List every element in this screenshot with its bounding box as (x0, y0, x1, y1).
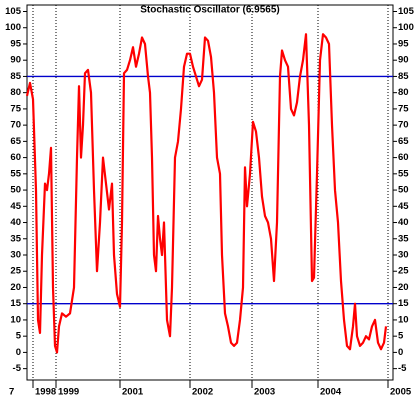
y2-tick-label: 65 (398, 136, 409, 147)
x-tick-label: 1999 (58, 387, 79, 398)
y-tick-label: 100 (5, 22, 21, 33)
x-tick-label: 1998 (35, 387, 56, 398)
y-tick-label: 50 (10, 185, 21, 196)
y-tick-label: -5 (13, 363, 22, 374)
y-tick-label: 55 (10, 168, 21, 179)
y2-tick-label: 55 (398, 168, 409, 179)
y-tick-label: 90 (10, 55, 21, 66)
y2-tick-label: 90 (398, 55, 409, 66)
x-tick-label: 2001 (122, 387, 144, 398)
y-tick-label: 20 (10, 282, 21, 293)
data-line (25, 33, 388, 354)
y2-tick-label: 45 (398, 201, 409, 212)
y-tick-label: 40 (10, 217, 21, 228)
y-tick-label: 105 (5, 6, 22, 17)
y2-tick-label: -5 (398, 363, 407, 374)
y2-tick-label: 105 (398, 6, 415, 17)
y-tick-label: 65 (10, 136, 21, 147)
y-tick-label: 25 (10, 266, 21, 277)
x-tick-label: 2002 (192, 387, 213, 398)
y2-tick-label: 85 (398, 71, 409, 82)
y-tick-label: 30 (10, 250, 21, 261)
y-tick-label: 70 (10, 120, 21, 131)
y2-tick-label: 0 (398, 347, 403, 358)
y2-tick-label: 95 (398, 38, 409, 49)
y-tick-label: 10 (10, 314, 21, 325)
chart-title: Stochastic Oscillator (6.9565) (140, 5, 280, 16)
y2-tick-label: 20 (398, 282, 409, 293)
y2-tick-label: 100 (398, 22, 414, 33)
x-tick-label: 7 (9, 387, 14, 398)
y2-tick-label: 25 (398, 266, 409, 277)
y2-tick-label: 70 (398, 120, 409, 131)
y2-tick-label: 10 (398, 314, 409, 325)
y-tick-label: 15 (10, 298, 21, 309)
y-tick-label: 95 (10, 38, 21, 49)
y-tick-label: 0 (16, 347, 21, 358)
y-tick-label: 35 (10, 233, 21, 244)
y2-tick-label: 75 (398, 103, 409, 114)
y-tick-label: 85 (10, 71, 21, 82)
y2-tick-label: 40 (398, 217, 409, 228)
y2-tick-label: 15 (398, 298, 409, 309)
y2-tick-label: 5 (398, 331, 404, 342)
plot-frame (26, 4, 394, 381)
y2-tick-label: 60 (398, 152, 409, 163)
y-tick-label: 45 (10, 201, 21, 212)
y-tick-label: 80 (10, 87, 21, 98)
y2-tick-label: 80 (398, 87, 409, 98)
y-tick-label: 75 (10, 103, 21, 114)
x-tick-label: 2005 (390, 387, 412, 398)
y2-tick-label: 50 (398, 185, 409, 196)
y2-tick-label: 30 (398, 250, 409, 261)
y-tick-label: 5 (16, 331, 22, 342)
y2-tick-label: 35 (398, 233, 409, 244)
x-tick-label: 2004 (320, 387, 342, 398)
x-tick-label: 2003 (254, 387, 275, 398)
y-tick-label: 60 (10, 152, 21, 163)
